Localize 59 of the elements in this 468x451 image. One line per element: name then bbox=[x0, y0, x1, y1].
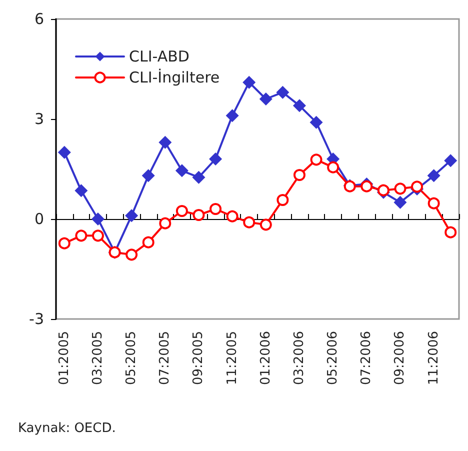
y-tick-label: -3 bbox=[29, 310, 44, 328]
x-tick-label: 07:2005 bbox=[158, 331, 173, 386]
point bbox=[310, 154, 322, 166]
point bbox=[158, 136, 172, 149]
x-tick-label: 03:2006 bbox=[292, 331, 307, 386]
point bbox=[428, 197, 440, 210]
point bbox=[377, 184, 390, 196]
x-tick-label: 11:2005 bbox=[224, 331, 240, 386]
point bbox=[209, 152, 222, 166]
point bbox=[58, 146, 71, 159]
point bbox=[276, 194, 289, 206]
point bbox=[176, 205, 188, 217]
point bbox=[394, 196, 407, 209]
point bbox=[360, 180, 373, 192]
point bbox=[427, 169, 440, 182]
point bbox=[58, 237, 70, 250]
text: Kaynak: OECD. bbox=[18, 421, 116, 436]
x-tick-label: 11:2006 bbox=[426, 331, 442, 386]
point bbox=[243, 216, 256, 228]
x-tick-label: 03:2005 bbox=[90, 331, 106, 386]
legend-label: CLI-ABD bbox=[129, 48, 190, 66]
point bbox=[444, 226, 457, 238]
y-tick-label: 6 bbox=[34, 10, 44, 28]
y-tick-label: 3 bbox=[34, 110, 44, 128]
point bbox=[159, 217, 172, 230]
point bbox=[226, 109, 239, 122]
point bbox=[192, 209, 205, 221]
point bbox=[142, 169, 155, 182]
x-tick-label: 07:2006 bbox=[359, 331, 374, 386]
point bbox=[226, 210, 238, 222]
point bbox=[327, 161, 340, 174]
point bbox=[91, 212, 104, 226]
x-tick-label: 05:2006 bbox=[326, 331, 341, 386]
x-tick-label: 01:2005 bbox=[56, 331, 72, 386]
point bbox=[259, 92, 272, 106]
point bbox=[292, 99, 306, 112]
x-tick-label: 09:2006 bbox=[392, 331, 408, 386]
point bbox=[175, 164, 188, 178]
point bbox=[210, 203, 222, 215]
point bbox=[276, 86, 290, 99]
x-tick-label: 01:2006 bbox=[258, 331, 274, 386]
point bbox=[125, 209, 138, 222]
point bbox=[444, 154, 458, 168]
x-tick-label: 09:2005 bbox=[191, 331, 206, 386]
point bbox=[310, 116, 323, 129]
point bbox=[260, 218, 272, 231]
point bbox=[293, 169, 306, 181]
point bbox=[126, 248, 138, 261]
point bbox=[242, 76, 256, 89]
legend-label: CLI-İngiltere bbox=[129, 68, 220, 86]
point bbox=[74, 184, 88, 198]
point bbox=[411, 180, 424, 193]
x-tick-label: 05:2005 bbox=[124, 331, 140, 386]
y-tick-label: 0 bbox=[34, 210, 44, 228]
point bbox=[192, 170, 206, 184]
point bbox=[75, 230, 88, 242]
point bbox=[394, 182, 406, 195]
point bbox=[142, 236, 154, 248]
point bbox=[92, 230, 104, 242]
